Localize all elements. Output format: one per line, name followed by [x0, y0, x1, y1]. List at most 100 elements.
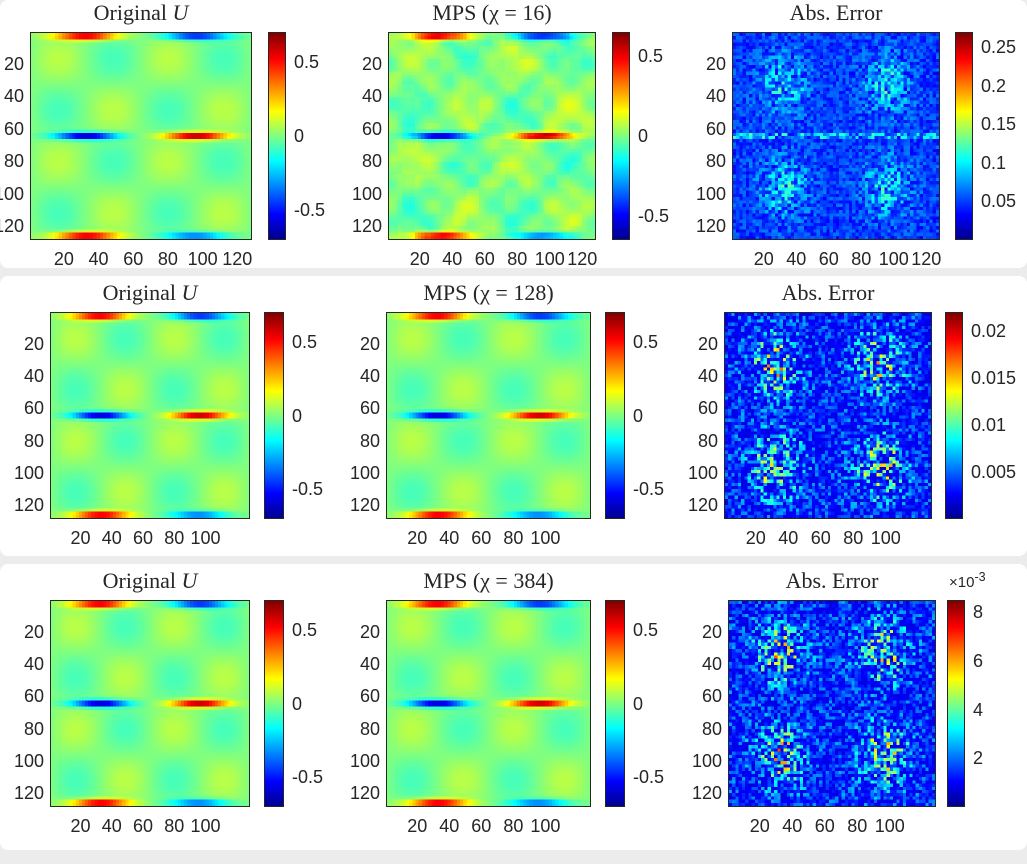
y-tick-label: 60 — [0, 120, 24, 138]
y-tick-label: 60 — [0, 687, 44, 705]
x-tick-label: 80 — [851, 250, 871, 268]
colorbar — [268, 32, 286, 240]
y-tick-label: 80 — [334, 152, 382, 170]
x-tick-label: 120 — [911, 250, 941, 268]
subplot-title: MPS (χ = 128) — [379, 280, 599, 306]
heatmap-axes — [50, 312, 250, 519]
x-tick-label: 60 — [475, 250, 495, 268]
y-tick-label: 80 — [0, 152, 24, 170]
heatmap-axes — [386, 312, 591, 519]
x-tick-label: 100 — [879, 250, 909, 268]
x-tick-label: 120 — [222, 250, 252, 268]
heatmap-axes — [388, 32, 596, 240]
y-tick-label: 20 — [678, 55, 726, 73]
x-tick-label: 100 — [535, 250, 565, 268]
y-tick-label: 120 — [0, 784, 44, 802]
y-tick-label: 20 — [332, 623, 380, 641]
y-tick-label: 60 — [334, 120, 382, 138]
colorbar — [605, 600, 625, 807]
colorbar-tick-label: 6 — [973, 652, 983, 670]
colorbar-tick-label: 0 — [292, 407, 302, 425]
colorbar — [612, 32, 630, 240]
y-tick-label: 120 — [670, 496, 718, 514]
y-tick-label: 80 — [670, 432, 718, 450]
x-tick-label: 20 — [70, 529, 90, 547]
y-tick-label: 120 — [678, 217, 726, 235]
colorbar-tick-label: 0.5 — [292, 621, 317, 639]
y-tick-label: 40 — [0, 655, 44, 673]
heatmap-image — [387, 601, 591, 807]
heatmap-image — [51, 601, 250, 807]
colorbar-tick-label: 0.01 — [971, 416, 1006, 434]
x-tick-label: 60 — [133, 817, 153, 835]
heatmap-image — [51, 313, 250, 519]
colorbar-tick-label: 8 — [973, 603, 983, 621]
y-tick-label: 20 — [0, 335, 44, 353]
heatmap-image — [389, 33, 596, 240]
subplot-title: Abs. Error — [718, 280, 938, 306]
colorbar-tick-label: 0.5 — [294, 53, 319, 71]
heatmap-image — [729, 601, 936, 807]
x-tick-label: 20 — [70, 817, 90, 835]
x-tick-label: 40 — [439, 817, 459, 835]
x-tick-label: 80 — [158, 250, 178, 268]
x-tick-label: 20 — [754, 250, 774, 268]
x-tick-label: 60 — [819, 250, 839, 268]
y-tick-label: 40 — [332, 655, 380, 673]
colorbar-tick-label: 0.05 — [981, 192, 1016, 210]
y-tick-label: 80 — [0, 720, 44, 738]
y-tick-label: 40 — [332, 367, 380, 385]
y-tick-label: 40 — [334, 87, 382, 105]
y-tick-label: 40 — [0, 367, 44, 385]
x-tick-label: 40 — [778, 529, 798, 547]
heatmap-axes — [724, 312, 932, 519]
colorbar-tick-label: -0.5 — [292, 480, 323, 498]
colorbar-tick-label: 4 — [973, 701, 983, 719]
heatmap-axes — [50, 600, 250, 807]
y-tick-label: 20 — [670, 335, 718, 353]
colorbar-tick-label: 0.15 — [981, 115, 1016, 133]
y-tick-label: 40 — [678, 87, 726, 105]
x-tick-label: 100 — [190, 817, 220, 835]
y-tick-label: 60 — [674, 687, 722, 705]
y-tick-label: 40 — [674, 655, 722, 673]
heatmap-axes — [386, 600, 591, 807]
x-tick-label: 100 — [188, 250, 218, 268]
y-tick-label: 100 — [0, 752, 44, 770]
x-tick-label: 100 — [530, 529, 560, 547]
x-tick-label: 80 — [164, 817, 184, 835]
colorbar-tick-label: 0.2 — [981, 77, 1006, 95]
heatmap-image — [733, 33, 940, 240]
subplot-title: Original U — [31, 0, 251, 26]
colorbar — [264, 312, 284, 519]
x-tick-label: 40 — [102, 817, 122, 835]
heatmap-image — [725, 313, 932, 519]
colorbar-tick-label: 0.25 — [981, 38, 1016, 56]
colorbar-tick-label: 0 — [633, 695, 643, 713]
y-tick-label: 120 — [332, 496, 380, 514]
y-tick-label: 20 — [674, 623, 722, 641]
x-tick-label: 80 — [503, 817, 523, 835]
colorbar-tick-label: 0.5 — [638, 47, 663, 65]
y-tick-label: 80 — [678, 152, 726, 170]
colorbar — [945, 312, 963, 519]
subplot-title: Abs. Error — [722, 568, 942, 594]
y-tick-label: 100 — [0, 464, 44, 482]
y-tick-label: 100 — [670, 464, 718, 482]
colorbar-tick-label: 2 — [973, 749, 983, 767]
heatmap-axes — [728, 600, 936, 807]
colorbar-tick-label: 0.015 — [971, 369, 1016, 387]
x-tick-label: 100 — [875, 817, 905, 835]
heatmap-image — [387, 313, 591, 519]
colorbar-tick-label: -0.5 — [633, 480, 664, 498]
x-tick-label: 40 — [102, 529, 122, 547]
x-tick-label: 40 — [442, 250, 462, 268]
y-tick-label: 40 — [670, 367, 718, 385]
colorbar-tick-label: 0 — [292, 695, 302, 713]
y-tick-label: 80 — [332, 432, 380, 450]
colorbar-tick-label: 0.1 — [981, 154, 1006, 172]
y-tick-label: 20 — [0, 55, 24, 73]
x-tick-label: 100 — [871, 529, 901, 547]
colorbar-tick-label: -0.5 — [292, 768, 323, 786]
y-tick-label: 120 — [334, 217, 382, 235]
